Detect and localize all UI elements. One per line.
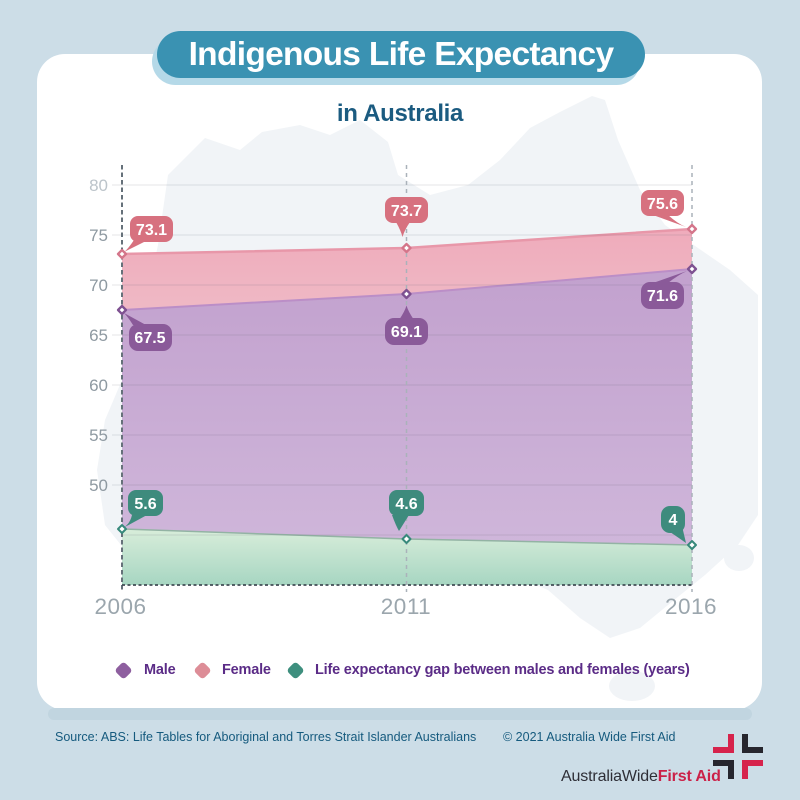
svg-text:65: 65 <box>89 326 108 345</box>
svg-text:67.5: 67.5 <box>134 330 165 347</box>
svg-text:73.1: 73.1 <box>136 222 167 239</box>
svg-text:5.6: 5.6 <box>134 496 156 513</box>
svg-text:4: 4 <box>669 512 678 529</box>
svg-text:50: 50 <box>89 476 108 495</box>
svg-text:55: 55 <box>89 426 108 445</box>
svg-text:71.6: 71.6 <box>647 288 678 305</box>
svg-text:2016: 2016 <box>665 594 717 619</box>
svg-text:75.6: 75.6 <box>647 196 678 213</box>
svg-text:80: 80 <box>89 176 108 195</box>
svg-text:70: 70 <box>89 276 108 295</box>
svg-text:4.6: 4.6 <box>395 496 417 513</box>
svg-text:69.1: 69.1 <box>391 324 422 341</box>
svg-text:73.7: 73.7 <box>391 203 422 220</box>
svg-text:75: 75 <box>89 226 108 245</box>
svg-text:2011: 2011 <box>381 594 431 619</box>
svg-text:2006: 2006 <box>94 594 146 619</box>
svg-text:60: 60 <box>89 376 108 395</box>
